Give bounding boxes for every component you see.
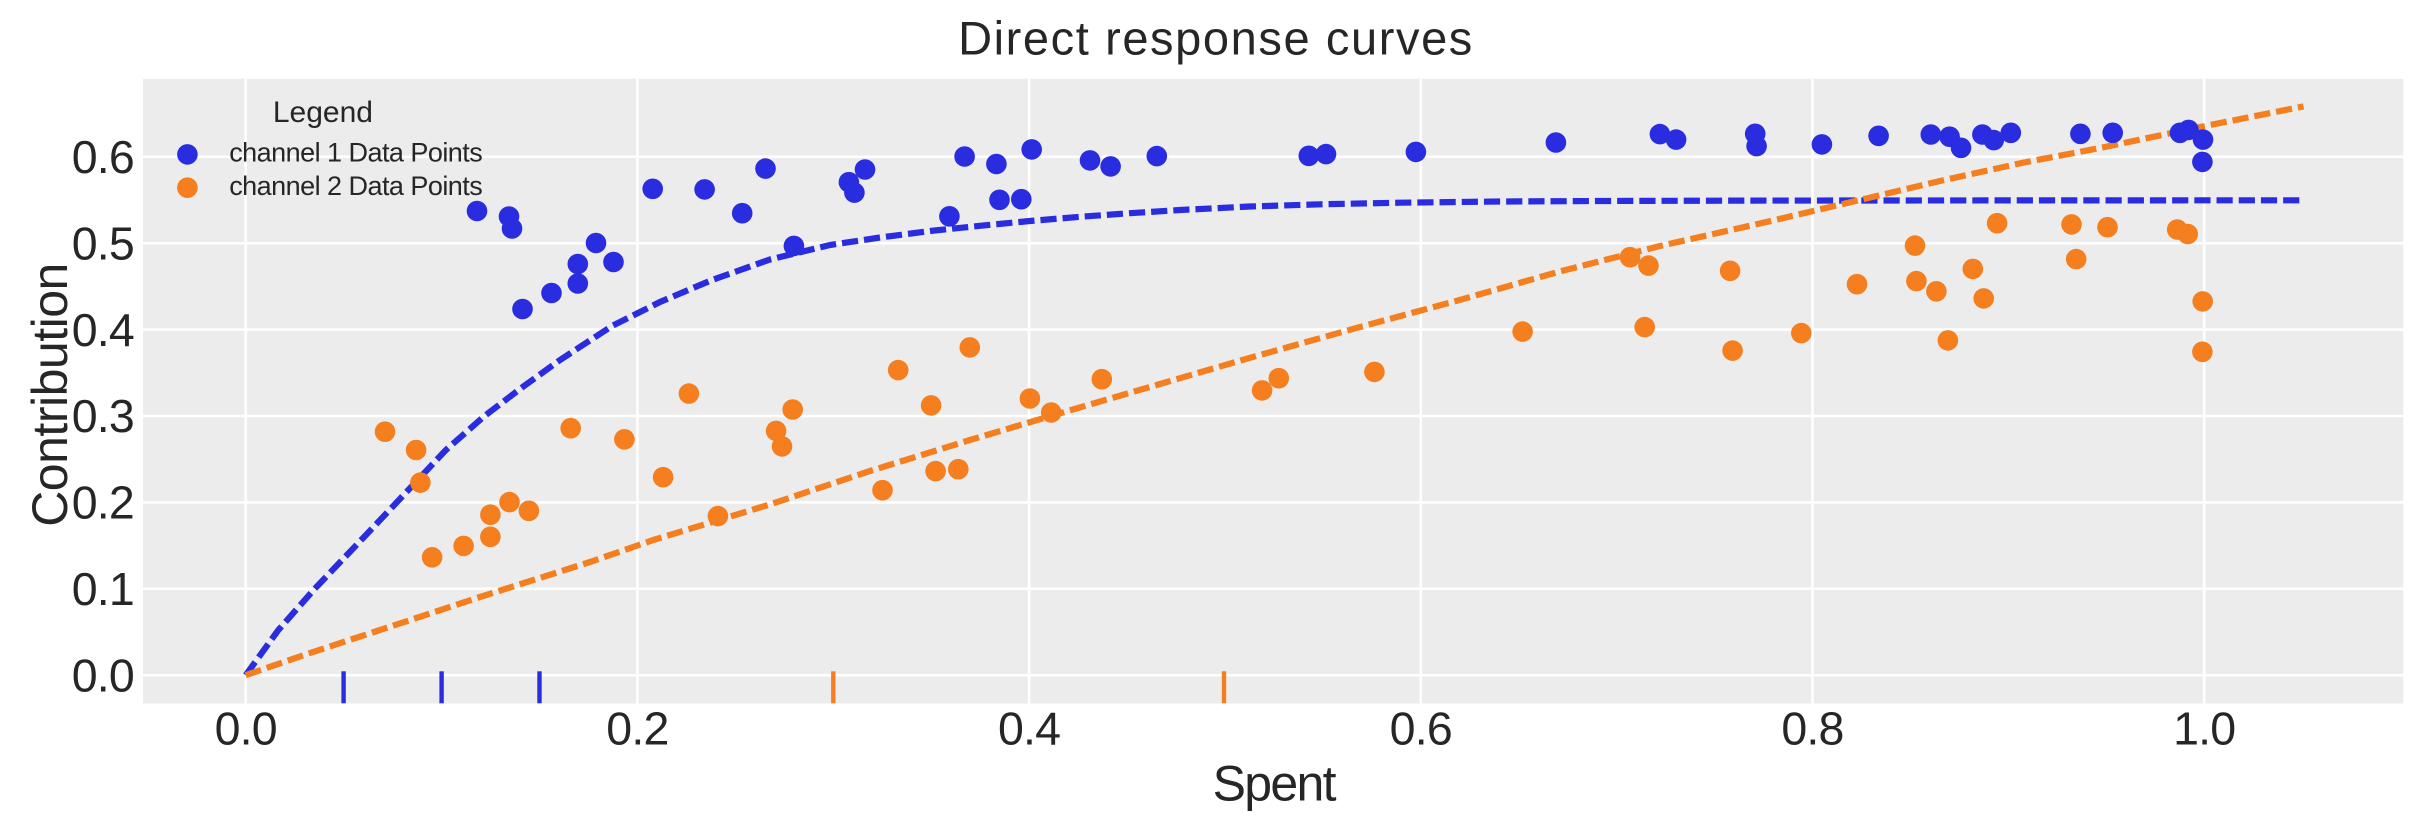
svg-text:0.6: 0.6 bbox=[72, 131, 134, 183]
svg-text:0.3: 0.3 bbox=[72, 390, 134, 442]
svg-text:0.4: 0.4 bbox=[998, 703, 1060, 755]
svg-text:0.5: 0.5 bbox=[72, 217, 134, 269]
svg-text:Contribution: Contribution bbox=[22, 263, 78, 527]
svg-text:0.0: 0.0 bbox=[72, 649, 134, 701]
svg-text:0.2: 0.2 bbox=[606, 703, 668, 755]
svg-text:channel 2 Data Points: channel 2 Data Points bbox=[229, 171, 482, 201]
svg-text:0.1: 0.1 bbox=[72, 563, 134, 615]
svg-text:channel 1 Data Points: channel 1 Data Points bbox=[229, 138, 482, 168]
svg-text:Legend: Legend bbox=[273, 96, 373, 129]
svg-text:Spent: Spent bbox=[1213, 756, 1337, 812]
svg-text:0.6: 0.6 bbox=[1390, 703, 1452, 755]
svg-text:0.2: 0.2 bbox=[72, 477, 134, 529]
svg-text:0.4: 0.4 bbox=[72, 304, 134, 356]
svg-text:0.8: 0.8 bbox=[1781, 703, 1843, 755]
svg-text:0.0: 0.0 bbox=[215, 703, 277, 755]
svg-text:1.0: 1.0 bbox=[2173, 703, 2235, 755]
svg-text:Direct response curves: Direct response curves bbox=[958, 11, 1474, 64]
